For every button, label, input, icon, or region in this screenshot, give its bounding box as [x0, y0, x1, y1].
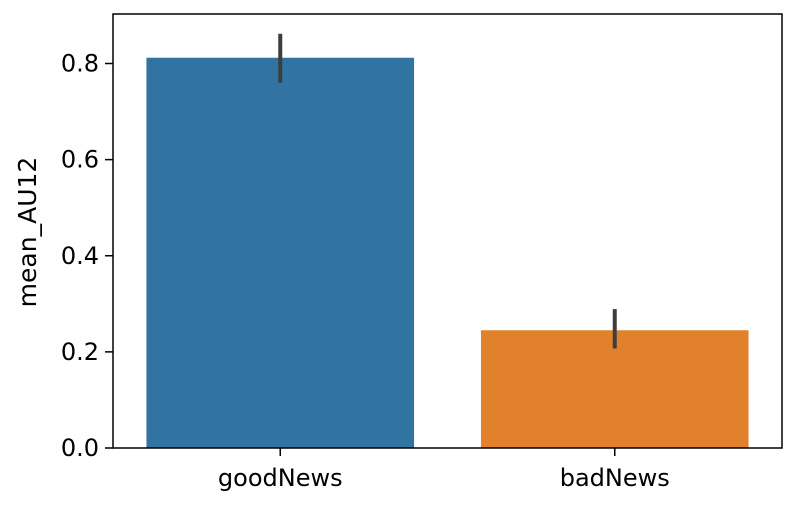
x-tick-label: badNews [560, 464, 670, 492]
x-tick-label: goodNews [218, 464, 343, 492]
y-tick-label: 0.2 [61, 338, 99, 366]
error-bars-group [278, 33, 617, 349]
y-tick-label: 0.0 [61, 434, 99, 462]
y-tick-label: 0.6 [61, 146, 99, 174]
x-axis: goodNews badNews [218, 448, 670, 492]
bar-goodNews [146, 57, 415, 448]
y-axis: 0.0 0.2 0.4 0.6 0.8 [61, 50, 113, 462]
bars-group [146, 57, 749, 448]
y-tick-label: 0.8 [61, 50, 99, 78]
y-axis-label: mean_AU12 [13, 157, 42, 308]
plot-frame [112, 13, 783, 449]
bar-badNews [480, 330, 749, 448]
y-tick-label: 0.4 [61, 242, 99, 270]
